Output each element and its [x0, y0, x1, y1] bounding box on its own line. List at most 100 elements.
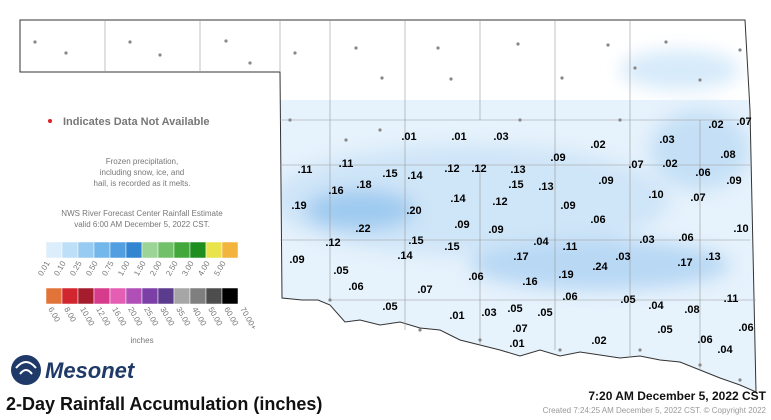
scale-label: 60.00	[222, 306, 240, 328]
station-value: .06	[348, 281, 363, 293]
swatch	[125, 287, 143, 305]
scale-label: 40.00	[190, 306, 208, 328]
station-value: .09	[560, 200, 575, 212]
station-value: .06	[695, 167, 710, 179]
note-line: valid 6:00 AM December 5, 2022 CST.	[74, 220, 210, 229]
swatch	[221, 241, 239, 259]
station-dot	[64, 51, 68, 55]
station-value: .15	[444, 241, 459, 253]
scale-label: 70.00+	[238, 306, 258, 332]
station-values: .01 .01 .03 .02 .07 .02 .03 .08 .09 .11 .11 .12 .12.…	[289, 116, 753, 356]
station-value: .07	[628, 159, 643, 171]
swatch	[189, 287, 207, 305]
station-dot	[128, 40, 132, 44]
swatch	[93, 241, 111, 259]
station-value: .09	[550, 152, 565, 164]
swatch	[205, 241, 223, 259]
scale-label: 1.00	[116, 259, 132, 277]
station-dot	[698, 363, 702, 367]
scale-label: 25.00	[142, 306, 160, 328]
station-value: .06	[678, 232, 693, 244]
station-dot	[560, 76, 564, 80]
station-value: .18	[356, 179, 371, 191]
scale-label: 16.00	[110, 306, 128, 328]
station-dot	[380, 76, 384, 80]
scale-label: 3.00	[180, 259, 196, 277]
logo-text: Mesonet	[45, 358, 136, 383]
station-value: .01	[451, 131, 466, 143]
station-value: .04	[533, 236, 549, 248]
station-value: .01	[509, 338, 524, 350]
station-dot	[248, 61, 252, 65]
swatch	[61, 241, 79, 259]
swatch	[221, 287, 239, 305]
station-value: .22	[355, 223, 370, 235]
swatch	[173, 287, 191, 305]
scale-label: 2.00	[148, 259, 164, 277]
scale-label: 30.00	[158, 306, 176, 328]
station-value: .07	[736, 116, 751, 128]
station-value: .03	[659, 134, 674, 146]
swatch	[61, 287, 79, 305]
station-dot	[158, 53, 162, 57]
station-value: .09	[454, 219, 469, 231]
station-value: .06	[562, 291, 577, 303]
scale-label: 0.25	[68, 259, 84, 277]
station-value: .12	[471, 163, 486, 175]
station-value: .09	[289, 254, 304, 266]
station-value: .06	[738, 322, 753, 334]
station-value: .02	[591, 335, 606, 347]
rfc-note: NWS River Forecast Center Rainfall Estim…	[61, 209, 223, 229]
station-dot	[288, 118, 292, 122]
station-value: .10	[648, 189, 663, 201]
station-value: .12	[492, 196, 507, 208]
station-dot	[436, 46, 440, 50]
station-dot	[378, 128, 382, 132]
station-value: .05	[382, 301, 397, 313]
station-value: .19	[558, 269, 573, 281]
station-value: .16	[522, 276, 537, 288]
station-value: .06	[697, 334, 712, 346]
swatch	[45, 241, 63, 259]
station-value: .12	[444, 163, 459, 175]
station-dot	[293, 51, 297, 55]
note-line: hail, is recorded as it melts.	[94, 179, 191, 188]
station-dot	[698, 78, 702, 82]
station-value: .08	[684, 304, 699, 316]
frozen-note: Frozen precipitation, including snow, ice…	[94, 157, 191, 188]
scale-label: 10.00	[78, 306, 96, 328]
created-note: Created 7:24:25 AM December 5, 2022 CST.…	[543, 406, 767, 415]
station-value: .04	[717, 344, 733, 356]
swatch	[141, 241, 159, 259]
county-lines	[104, 20, 756, 370]
swatch	[141, 287, 159, 305]
station-dot	[354, 46, 358, 50]
note-line: NWS River Forecast Center Rainfall Estim…	[61, 209, 223, 218]
station-value: .20	[406, 205, 421, 217]
station-value: .11	[724, 293, 739, 305]
station-dot	[738, 48, 742, 52]
station-value: .10	[733, 223, 748, 235]
station-value: .05	[507, 303, 522, 315]
scale-label: 2.50	[164, 259, 180, 277]
state-outline	[19, 19, 757, 393]
station-dot	[518, 118, 522, 122]
scale-label: 6.00	[46, 306, 62, 324]
swatch	[157, 241, 175, 259]
station-value: .19	[291, 200, 306, 212]
swatch	[125, 241, 143, 259]
station-value: .15	[508, 179, 523, 191]
station-value: .13	[705, 251, 720, 263]
station-value: .03	[481, 307, 496, 319]
station-value: .09	[598, 175, 613, 187]
scale-label: 0.75	[100, 259, 116, 277]
station-value: .16	[328, 185, 343, 197]
scale-label: 35.00	[174, 306, 192, 328]
color-scale: 0.01 0.10 0.25 0.50 0.75 1.00 1.50 2.00 2.50 3.00…	[36, 241, 259, 332]
scale-label: 8.00	[62, 306, 78, 324]
scale-label: 4.00	[196, 259, 212, 277]
station-dot	[664, 40, 668, 44]
scale-unit: inches	[130, 336, 153, 345]
station-value: .05	[537, 307, 552, 319]
station-value: .06	[590, 214, 605, 226]
